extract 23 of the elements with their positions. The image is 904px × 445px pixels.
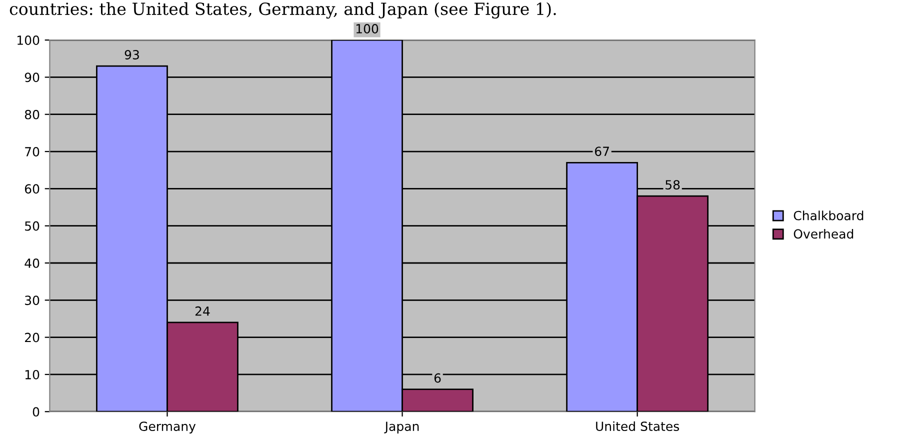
data-label: 58 <box>666 180 680 190</box>
x-tick-label: Germany <box>139 422 196 434</box>
y-tick-label: 80 <box>24 110 40 120</box>
y-tick-label: 30 <box>25 296 40 306</box>
data-label: 6 <box>434 373 441 383</box>
y-tick-label: 70 <box>25 146 40 156</box>
y-tick-label: 40 <box>24 258 40 268</box>
text: countries: the United States, Germany, and Japan (see Figure 1). <box>10 2 556 19</box>
x-tick-label: United States <box>596 421 680 432</box>
data-label: 93 <box>124 50 139 60</box>
y-tick-label: 0 <box>32 407 40 417</box>
legend-label: Overhead <box>794 228 854 239</box>
y-tick-label: 90 <box>24 72 40 82</box>
legend-label: Chalkboard <box>794 210 864 220</box>
y-tick-label: 20 <box>25 332 40 342</box>
y-tick-label: 10 <box>25 370 40 380</box>
y-tick-label: 50 <box>25 221 40 231</box>
data-label: 67 <box>594 146 609 156</box>
y-tick-label: 60 <box>24 184 40 194</box>
data-label: 24 <box>195 306 210 316</box>
x-tick-label: Japan <box>384 422 419 434</box>
y-tick-label: 100 <box>18 36 40 45</box>
data-label: 100 <box>356 24 378 34</box>
